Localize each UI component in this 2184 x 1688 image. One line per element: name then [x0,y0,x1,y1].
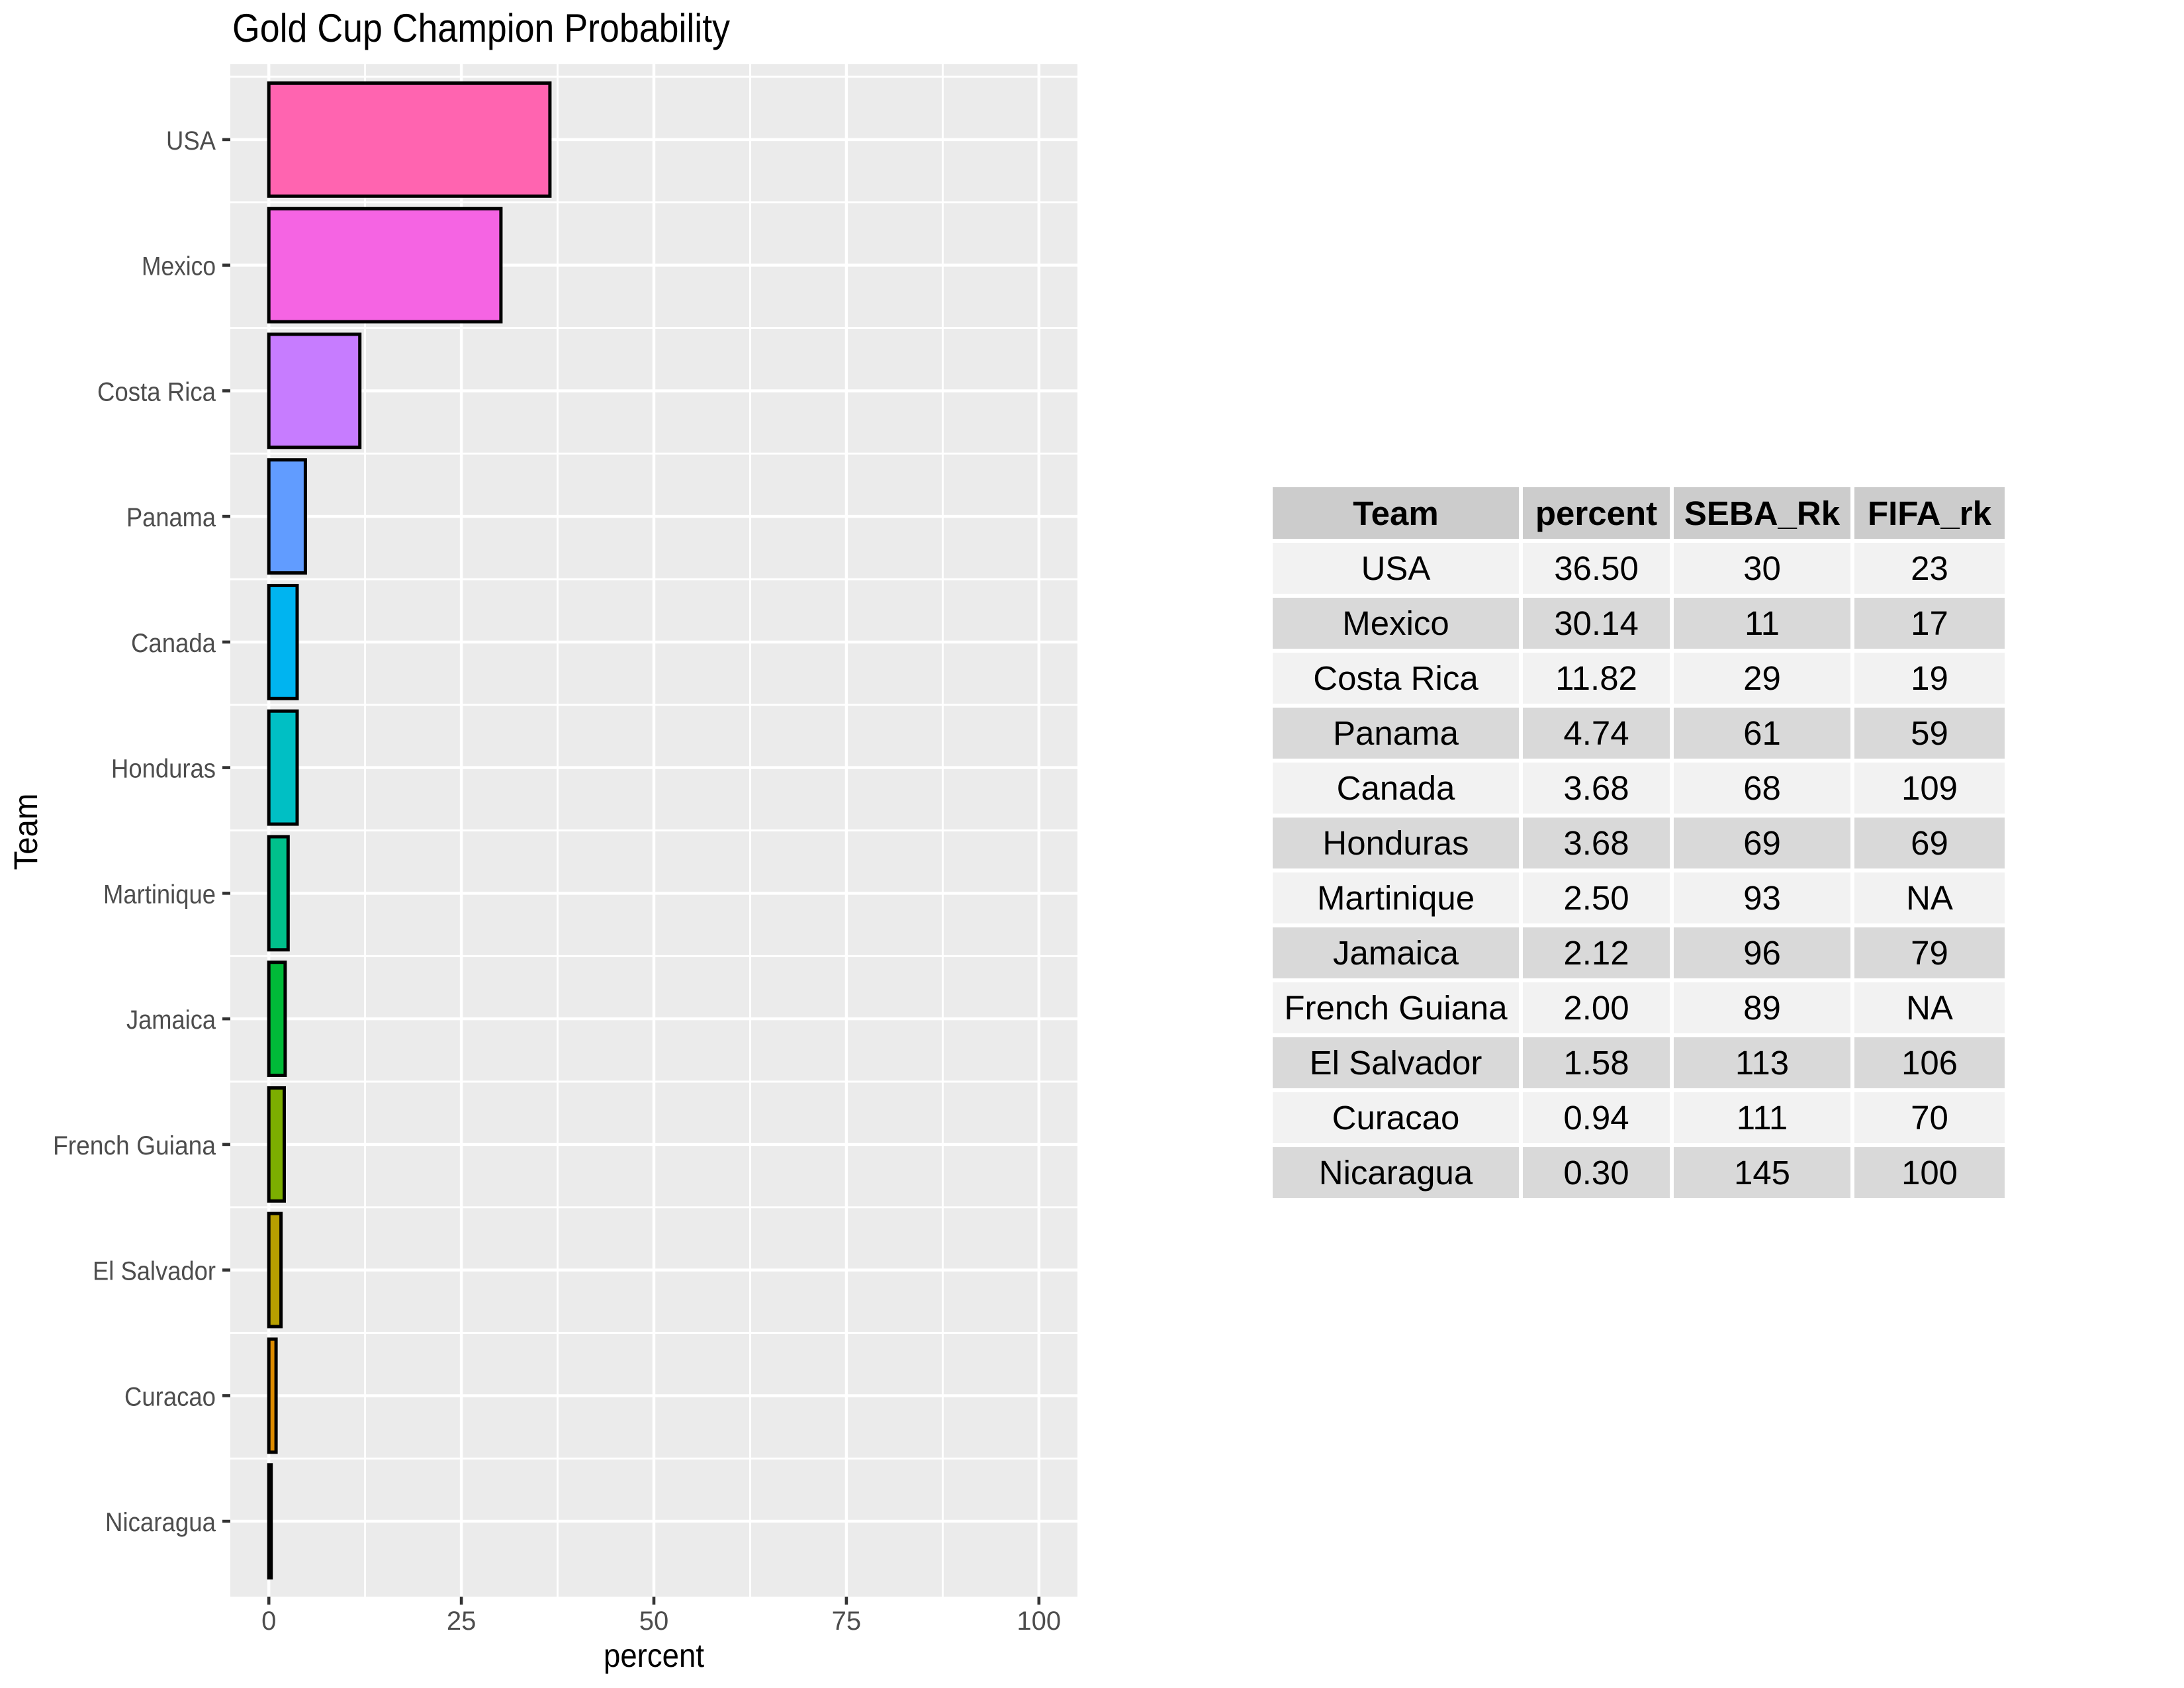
svg-text:Panama: Panama [126,503,216,532]
svg-text:Gold Cup Champion Probability: Gold Cup Champion Probability [232,6,730,50]
svg-text:Nicaragua: Nicaragua [105,1508,216,1537]
svg-text:French Guiana: French Guiana [53,1131,216,1160]
svg-text:100: 100 [1017,1607,1061,1636]
svg-text:Honduras: Honduras [111,755,216,784]
svg-text:Canada: Canada [131,629,216,658]
svg-text:Jamaica: Jamaica [126,1006,216,1035]
svg-text:El Salvador: El Salvador [93,1257,216,1286]
svg-text:USA: USA [166,126,216,156]
svg-text:Costa Rica: Costa Rica [97,377,216,406]
svg-text:Martinique: Martinique [103,880,216,909]
svg-text:75: 75 [832,1607,862,1636]
svg-text:Mexico: Mexico [142,252,216,281]
svg-text:25: 25 [447,1607,477,1636]
svg-text:Team: Team [7,794,44,870]
svg-text:percent: percent [604,1637,704,1674]
svg-text:50: 50 [639,1607,669,1636]
svg-text:Curacao: Curacao [124,1382,216,1411]
svg-text:0: 0 [261,1607,276,1636]
